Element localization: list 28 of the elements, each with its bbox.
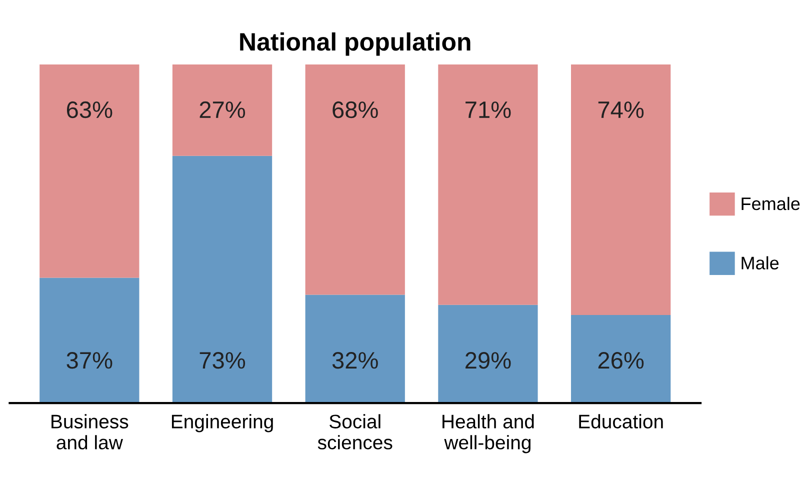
data-label: 37% bbox=[66, 352, 112, 369]
data-label: 63% bbox=[66, 101, 112, 118]
x-tick-label: Business and law bbox=[52, 414, 128, 450]
legend-label: Female bbox=[742, 196, 800, 210]
bar bbox=[438, 304, 538, 404]
data-label: 73% bbox=[200, 352, 246, 369]
legend-label: Male bbox=[742, 256, 779, 270]
x-tick-label: Social sciences bbox=[318, 414, 392, 450]
data-label: 71% bbox=[466, 102, 511, 118]
x-tick-label: Engineering bbox=[172, 414, 273, 432]
bar bbox=[571, 315, 671, 404]
bar bbox=[305, 64, 405, 295]
x-tick-label: Health and well-being bbox=[442, 414, 534, 454]
bar bbox=[305, 294, 405, 404]
bar bbox=[172, 64, 272, 156]
data-label: 27% bbox=[200, 101, 246, 118]
bar bbox=[40, 278, 140, 404]
bar bbox=[172, 156, 272, 404]
data-label: 29% bbox=[466, 352, 511, 369]
data-label: 32% bbox=[332, 352, 378, 369]
x-tick-label: Education bbox=[579, 414, 663, 428]
bar bbox=[40, 64, 140, 278]
chart-title: National population bbox=[240, 32, 470, 56]
data-label: 74% bbox=[598, 102, 644, 118]
data-label: 26% bbox=[598, 352, 644, 369]
data-label: 68% bbox=[332, 101, 378, 118]
bar bbox=[438, 64, 538, 305]
bar bbox=[571, 64, 671, 316]
